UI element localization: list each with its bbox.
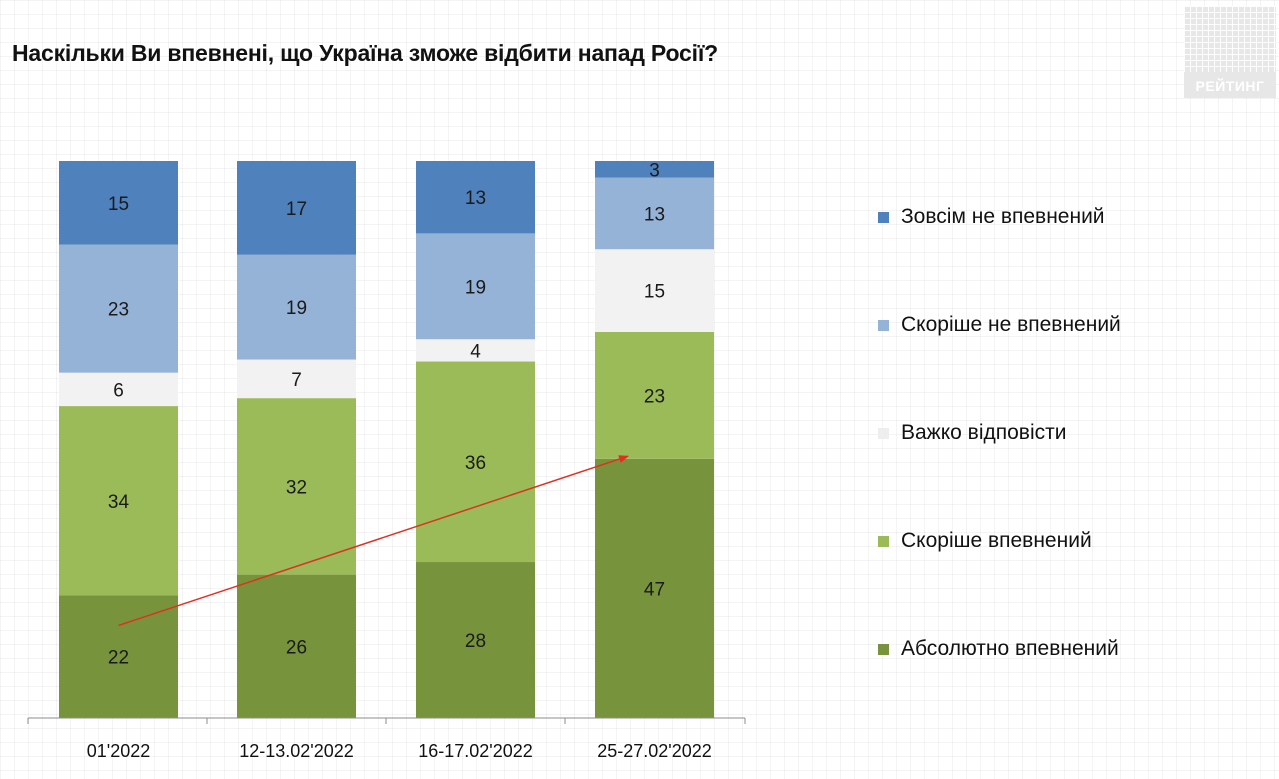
legend-item: Скоріше не впевнений bbox=[878, 313, 1121, 337]
data-label: 15 bbox=[644, 282, 665, 303]
data-label: 7 bbox=[291, 370, 302, 391]
legend-label: Скоріше не впевнений bbox=[901, 313, 1121, 336]
data-label: 34 bbox=[108, 492, 130, 513]
category-label: 25-27.02'2022 bbox=[597, 741, 712, 761]
data-label: 23 bbox=[644, 386, 665, 407]
data-label: 3 bbox=[649, 160, 660, 181]
bar-segment-1-1 bbox=[59, 595, 178, 718]
data-label: 26 bbox=[286, 637, 307, 658]
legend-label: Скоріше впевнений bbox=[901, 529, 1092, 552]
data-label: 13 bbox=[644, 204, 665, 225]
legend-item: Скоріше впевнений bbox=[878, 529, 1092, 553]
data-label: 15 bbox=[108, 194, 129, 215]
bar-segment-2-1 bbox=[237, 574, 356, 718]
bar-segment-1-5 bbox=[59, 161, 178, 245]
bar-segment-3-5 bbox=[416, 161, 535, 234]
legend-item: Абсолютно впевнений bbox=[878, 637, 1119, 661]
logo-text: РЕЙТИНГ bbox=[1195, 78, 1265, 94]
legend-swatch bbox=[878, 535, 889, 547]
bars-layer bbox=[59, 161, 714, 718]
bar-segment-2-5 bbox=[237, 161, 356, 255]
bar-segment-1-3 bbox=[59, 372, 178, 407]
legend-label: Зовсім не впевнений bbox=[901, 205, 1105, 228]
data-label: 36 bbox=[465, 453, 486, 474]
logo-pattern bbox=[1184, 6, 1276, 72]
trend-arrow bbox=[118, 455, 629, 627]
bar-segment-4-5 bbox=[595, 161, 714, 178]
bar-segment-3-2 bbox=[416, 361, 535, 563]
legend-item: Важко відповісти bbox=[878, 421, 1066, 445]
chart-title: Наскільки Ви впевнені, що Україна зможе … bbox=[12, 40, 718, 66]
data-label: 6 bbox=[113, 380, 124, 401]
bar-segment-4-3 bbox=[595, 249, 714, 332]
bar-segment-2-2 bbox=[237, 398, 356, 575]
bar-segment-3-4 bbox=[416, 233, 535, 340]
chart-legend: Зовсім не впевнений Скоріше не впевнений В… bbox=[878, 0, 1278, 779]
bar-segment-4-2 bbox=[595, 331, 714, 459]
data-label: 4 bbox=[470, 341, 481, 362]
bar-segment-3-1 bbox=[416, 562, 535, 718]
labels-layer: 22 34 6 23 15 26 32 7 19 17 28 36 4 19 13 47 23 15 13 3 bbox=[108, 160, 665, 668]
bar-segment-1-2 bbox=[59, 406, 178, 596]
stacked-bar-chart: 22 34 6 23 15 26 32 7 19 17 28 36 4 19 13 47 23 15 13 3 01'… bbox=[27, 160, 746, 761]
category-label: 01'2022 bbox=[87, 741, 151, 761]
bar-segment-2-3 bbox=[237, 359, 356, 399]
legend-label: Важко відповісти bbox=[901, 421, 1067, 444]
legend-label: Абсолютно впевнений bbox=[901, 637, 1119, 660]
bar-segment-4-4 bbox=[595, 177, 714, 250]
data-label: 22 bbox=[108, 648, 129, 669]
data-label: 19 bbox=[286, 298, 307, 319]
bar-segment-4-1 bbox=[595, 458, 714, 718]
data-label: 23 bbox=[108, 300, 129, 321]
data-label: 47 bbox=[644, 579, 665, 600]
bar-segment-3-3 bbox=[416, 339, 535, 362]
x-axis: 01'2022 12-13.02'2022 16-17.02'2022 25-27.0… bbox=[27, 717, 746, 761]
data-label: 13 bbox=[465, 188, 486, 209]
legend-swatch bbox=[878, 319, 889, 331]
data-label: 32 bbox=[286, 477, 307, 498]
data-label: 19 bbox=[465, 277, 486, 298]
bar-segment-1-4 bbox=[59, 244, 178, 373]
data-label: 17 bbox=[286, 199, 307, 220]
legend-swatch bbox=[878, 427, 889, 439]
legend-swatch bbox=[878, 643, 889, 655]
bar-segment-2-4 bbox=[237, 254, 356, 360]
category-label: 16-17.02'2022 bbox=[418, 741, 533, 761]
category-label: 12-13.02'2022 bbox=[239, 741, 354, 761]
legend-swatch bbox=[878, 211, 889, 223]
rating-logo: РЕЙТИНГ bbox=[1184, 6, 1276, 98]
legend-item: Зовсім не впевнений bbox=[878, 205, 1105, 229]
data-label: 28 bbox=[465, 631, 486, 652]
trend-arrow-line bbox=[118, 455, 629, 627]
